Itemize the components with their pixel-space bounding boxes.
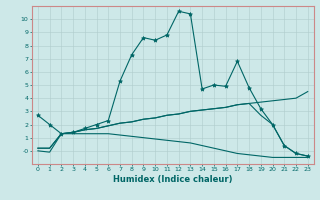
X-axis label: Humidex (Indice chaleur): Humidex (Indice chaleur) — [113, 175, 233, 184]
